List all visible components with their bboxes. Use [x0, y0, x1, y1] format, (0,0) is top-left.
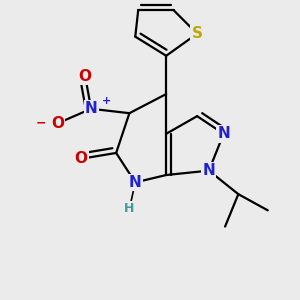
- Text: H: H: [124, 202, 135, 215]
- Text: N: N: [129, 175, 142, 190]
- Text: O: O: [51, 116, 64, 131]
- Text: +: +: [102, 95, 111, 106]
- Text: −: −: [36, 116, 46, 129]
- Text: N: N: [202, 163, 215, 178]
- Text: O: O: [74, 151, 87, 166]
- Text: N: N: [85, 101, 98, 116]
- Text: N: N: [217, 126, 230, 141]
- Text: S: S: [192, 26, 203, 41]
- Text: O: O: [79, 69, 92, 84]
